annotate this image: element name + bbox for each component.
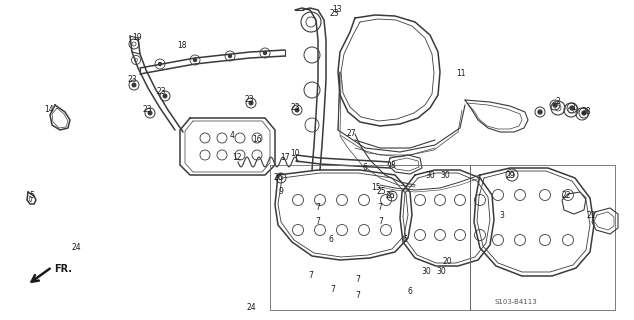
Text: 14: 14	[44, 106, 54, 115]
Text: 19: 19	[132, 34, 142, 43]
Text: 24: 24	[71, 244, 81, 252]
Text: 1: 1	[572, 103, 576, 113]
Circle shape	[582, 111, 586, 115]
Circle shape	[264, 52, 266, 54]
Text: 25: 25	[376, 187, 386, 196]
Text: 27: 27	[346, 130, 356, 139]
Text: 23: 23	[142, 105, 152, 114]
Text: 6: 6	[363, 163, 368, 172]
Text: 6: 6	[328, 235, 333, 244]
Text: 23: 23	[329, 10, 339, 19]
Text: 2: 2	[555, 97, 560, 106]
Text: 23: 23	[127, 76, 137, 84]
Text: 30: 30	[440, 171, 450, 180]
Text: 22: 22	[561, 190, 571, 199]
Text: 7: 7	[330, 285, 335, 294]
Text: 10: 10	[290, 148, 300, 157]
Circle shape	[570, 106, 574, 110]
Text: 7: 7	[309, 270, 313, 279]
Text: 6: 6	[403, 235, 408, 244]
Text: 7: 7	[378, 218, 384, 227]
Text: 23: 23	[244, 95, 254, 105]
Circle shape	[163, 94, 167, 98]
Text: 7: 7	[356, 276, 361, 284]
Text: 6: 6	[408, 287, 413, 297]
Text: 18: 18	[178, 42, 187, 51]
Text: 11: 11	[456, 69, 466, 78]
Text: 29: 29	[505, 171, 515, 180]
Text: 17: 17	[280, 154, 290, 163]
Text: 30: 30	[421, 268, 431, 276]
Circle shape	[538, 110, 542, 114]
Text: 7: 7	[316, 204, 320, 212]
Text: 7: 7	[316, 218, 320, 227]
Text: 20: 20	[442, 258, 452, 267]
Text: 4: 4	[230, 132, 235, 140]
Circle shape	[228, 54, 231, 58]
Text: 8: 8	[391, 161, 396, 170]
Circle shape	[295, 108, 299, 112]
Text: 16: 16	[252, 134, 262, 143]
Text: 28: 28	[581, 107, 591, 116]
Text: 9: 9	[278, 188, 283, 196]
Text: 15: 15	[371, 182, 381, 191]
Circle shape	[148, 111, 152, 115]
Circle shape	[158, 62, 162, 66]
Text: 7: 7	[356, 292, 361, 300]
Text: FR.: FR.	[54, 264, 72, 274]
Text: 13: 13	[332, 4, 342, 13]
Circle shape	[133, 83, 136, 87]
Text: 23: 23	[156, 87, 166, 97]
Text: 7: 7	[378, 204, 382, 212]
Text: 24: 24	[246, 302, 256, 311]
Circle shape	[193, 59, 197, 61]
Text: 21: 21	[586, 212, 596, 220]
Text: 12: 12	[232, 154, 242, 163]
Text: 23: 23	[290, 103, 300, 113]
Text: 5: 5	[30, 191, 34, 201]
Text: 30: 30	[425, 171, 435, 180]
Circle shape	[553, 103, 557, 107]
Text: 3: 3	[500, 212, 505, 220]
Text: 26: 26	[273, 173, 283, 182]
Text: 26: 26	[385, 190, 395, 199]
Text: 30: 30	[436, 268, 446, 276]
Text: S103-B4113: S103-B4113	[495, 299, 538, 305]
Circle shape	[249, 101, 253, 105]
